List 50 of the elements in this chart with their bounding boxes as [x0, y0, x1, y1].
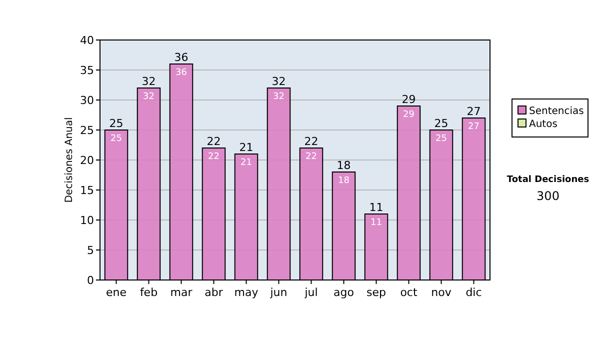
- y-tick-label: 30: [80, 94, 94, 107]
- y-tick-label: 20: [80, 154, 94, 167]
- x-tick-label: ago: [334, 286, 354, 299]
- x-tick-label: nov: [431, 286, 452, 299]
- data-label: 32: [143, 92, 154, 102]
- data-label: 22: [208, 152, 220, 162]
- x-tick-label: oct: [400, 286, 418, 299]
- data-label: 36: [176, 68, 188, 78]
- data-label: 27: [468, 122, 480, 132]
- data-label: 25: [436, 134, 447, 144]
- data-label: 18: [338, 176, 350, 186]
- y-tick-label: 0: [87, 274, 94, 287]
- text: 300: [536, 189, 560, 203]
- total-label: 18: [336, 159, 351, 172]
- total-label: 32: [272, 75, 286, 88]
- data-label: 21: [240, 158, 252, 168]
- x-tick-label: mar: [170, 286, 193, 299]
- total-label: 21: [239, 141, 254, 154]
- total-label: 25: [434, 117, 448, 130]
- data-label: 22: [306, 152, 317, 162]
- y-tick-label: 35: [80, 64, 94, 77]
- data-label: 29: [403, 110, 415, 120]
- legend-label: Sentencias: [529, 106, 584, 117]
- y-tick-label: 5: [87, 244, 94, 257]
- total-label: 22: [206, 135, 221, 148]
- x-tick-label: dic: [466, 286, 482, 299]
- y-axis-title: Decisiones Anual: [64, 117, 75, 203]
- y-tick-label: 40: [80, 34, 94, 47]
- x-tick-label: sep: [366, 286, 386, 299]
- text: Total Decisiones: [506, 175, 590, 185]
- y-tick-label: 10: [80, 214, 94, 227]
- data-label: 32: [273, 92, 284, 102]
- total-label: 27: [466, 105, 481, 118]
- total-label: 22: [304, 135, 318, 148]
- y-tick-label: 15: [80, 184, 94, 197]
- total-label: 25: [109, 117, 124, 130]
- x-tick-label: jul: [304, 286, 318, 299]
- x-tick-label: may: [234, 286, 259, 299]
- x-tick-label: feb: [140, 286, 158, 299]
- total-label: 29: [402, 93, 416, 106]
- x-tick-label: ene: [106, 286, 127, 299]
- x-tick-label: abr: [204, 286, 224, 299]
- total-label: 11: [369, 201, 384, 214]
- data-label: 25: [110, 134, 122, 144]
- total-label: 32: [142, 75, 156, 88]
- legend-label: Autos: [529, 119, 558, 130]
- data-label: 11: [370, 218, 382, 228]
- x-tick-label: jun: [269, 286, 288, 299]
- y-tick-label: 25: [80, 124, 94, 137]
- total-label: 36: [174, 51, 188, 64]
